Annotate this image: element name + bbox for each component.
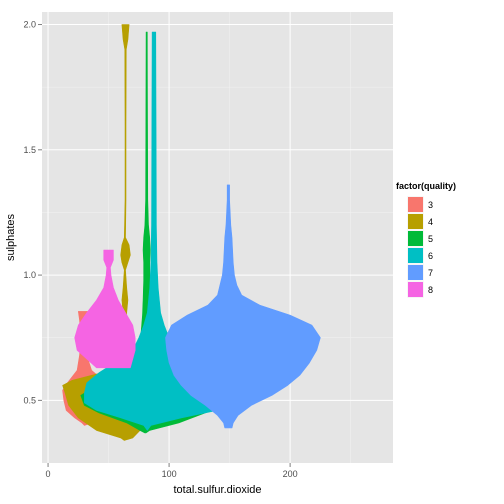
y-axis-title: sulphates <box>5 213 17 261</box>
legend: factor(quality) 3 4 5 6 7 8 <box>396 181 456 299</box>
violin-layer <box>62 24 321 441</box>
y-tick-label: 2.0 <box>23 20 36 30</box>
legend-key-swatch <box>408 197 423 212</box>
legend-key-swatch <box>408 214 423 229</box>
legend-title: factor(quality) <box>396 181 456 191</box>
legend-label: 3 <box>428 200 433 210</box>
x-tick-label: 100 <box>162 469 177 479</box>
y-tick-label: 0.5 <box>23 395 36 405</box>
legend-key-swatch <box>408 265 423 280</box>
legend-key-swatch <box>408 248 423 263</box>
legend-key-swatch <box>408 231 423 246</box>
legend-key-swatch <box>408 282 423 297</box>
legend-label: 6 <box>428 251 433 261</box>
legend-items: 3 4 5 6 7 8 <box>406 195 433 299</box>
y-tick-label: 1.5 <box>23 145 36 155</box>
legend-label: 4 <box>428 217 433 227</box>
x-axis-title: total.sulfur.dioxide <box>173 484 261 496</box>
legend-label: 8 <box>428 285 433 295</box>
x-tick-label: 0 <box>46 469 51 479</box>
axes: 0 100 200 0.5 1.0 1.5 2.0 <box>23 20 297 479</box>
violin-quality-7 <box>165 184 321 429</box>
x-tick-label: 200 <box>283 469 298 479</box>
y-tick-label: 1.0 <box>23 270 36 280</box>
legend-label: 5 <box>428 234 433 244</box>
violin-quality-8 <box>74 249 136 369</box>
legend-label: 7 <box>428 268 433 278</box>
